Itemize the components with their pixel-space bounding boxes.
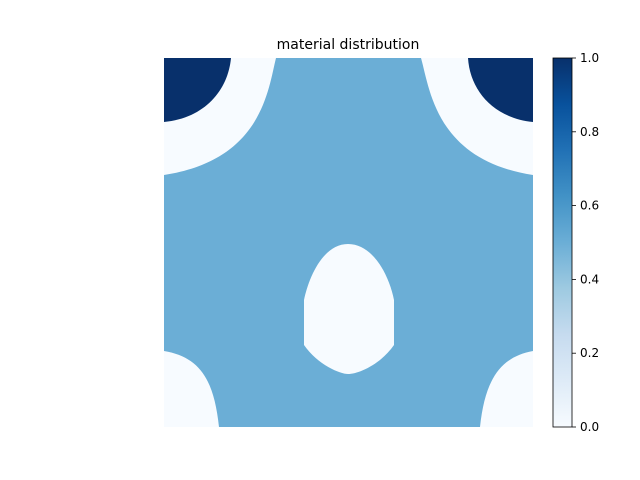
heatmap-plot-area (164, 58, 533, 427)
heatmap-matrix-fillet (164, 58, 276, 175)
colorbar-tick-label: 0.2 (580, 346, 599, 360)
colorbar: 0.0 0.2 0.4 0.6 0.8 1.0 (552, 51, 599, 434)
chart-title: material distribution (277, 37, 420, 53)
colorbar-gradient (553, 58, 572, 427)
colorbar-frame (552, 57, 573, 428)
colorbar-tick-label: 0.0 (580, 420, 599, 434)
heatmap-matrix-bottom-region (164, 351, 533, 427)
colorbar-tick-label: 1.0 (580, 51, 599, 65)
heatmap-matrix-fillet (421, 58, 533, 175)
heatmap-corner-inclusion (164, 58, 231, 122)
colorbar-tick-label: 0.4 (580, 272, 599, 286)
heatmap-void-hole (304, 244, 394, 374)
colorbar-tick-label: 0.8 (580, 125, 599, 139)
colorbar-tick-label: 0.6 (580, 199, 599, 213)
heatmap-corner-inclusion (468, 58, 533, 122)
